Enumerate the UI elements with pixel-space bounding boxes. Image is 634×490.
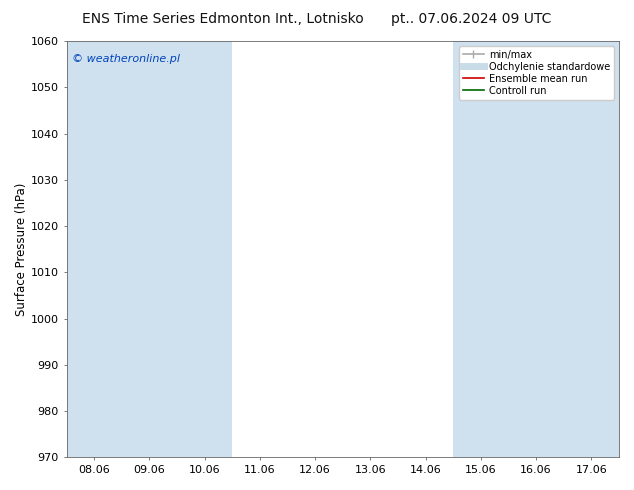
Text: ENS Time Series Edmonton Int., Lotnisko: ENS Time Series Edmonton Int., Lotnisko [82, 12, 364, 26]
Text: pt.. 07.06.2024 09 UTC: pt.. 07.06.2024 09 UTC [391, 12, 552, 26]
Bar [122, 41, 232, 457]
Text: © weatheronline.pl: © weatheronline.pl [72, 53, 180, 64]
Bar [67, 41, 122, 457]
Bar [564, 41, 619, 457]
Legend: min/max, Odchylenie standardowe, Ensemble mean run, Controll run: min/max, Odchylenie standardowe, Ensembl… [459, 46, 614, 99]
Y-axis label: Surface Pressure (hPa): Surface Pressure (hPa) [15, 182, 28, 316]
Bar [453, 41, 564, 457]
